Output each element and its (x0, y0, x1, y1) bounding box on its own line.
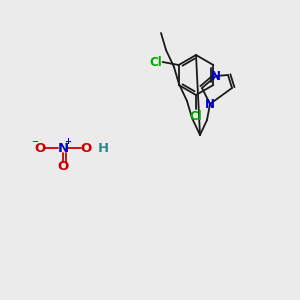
Text: O: O (34, 142, 46, 154)
Text: +: + (64, 137, 71, 146)
Text: N: N (57, 142, 69, 154)
Text: O: O (57, 160, 69, 173)
Text: N: N (211, 70, 221, 83)
Text: H: H (98, 142, 109, 154)
Text: N: N (205, 98, 215, 110)
Text: Cl: Cl (149, 56, 162, 68)
Text: O: O (80, 142, 92, 154)
Text: −: − (32, 137, 38, 146)
Text: Cl: Cl (190, 110, 202, 122)
